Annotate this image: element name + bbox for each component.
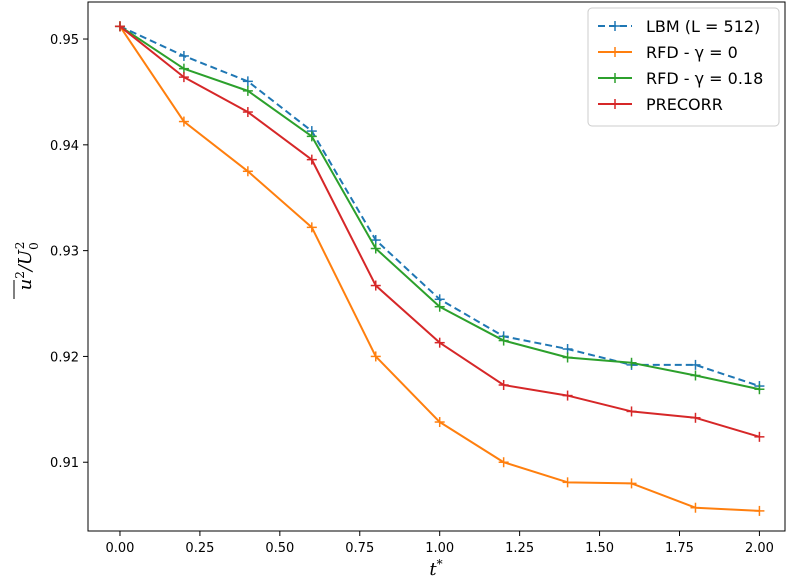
svg-text:u2/U02: u2/U02 xyxy=(13,242,41,291)
data-point xyxy=(178,50,189,61)
data-point xyxy=(754,431,765,442)
legend-label: LBM (L = 512) xyxy=(646,17,760,36)
data-point xyxy=(562,344,573,355)
data-point xyxy=(242,166,253,177)
data-point xyxy=(242,107,253,118)
data-point xyxy=(434,417,445,428)
series-layer xyxy=(114,21,765,516)
y-tick-label: 0.95 xyxy=(50,33,79,48)
legend: LBM (L = 512) RFD - γ = 0 RFD - γ = 0.18 PR… xyxy=(587,7,780,127)
data-point xyxy=(370,351,381,362)
legend-label: RFD - γ = 0.18 xyxy=(646,69,763,88)
data-point xyxy=(178,72,189,83)
y-tick-label: 0.93 xyxy=(50,245,79,260)
y-tick-label: 0.92 xyxy=(50,350,79,365)
data-point xyxy=(626,406,637,417)
data-point xyxy=(306,222,317,233)
legend-label: RFD - γ = 0 xyxy=(646,43,738,62)
data-point xyxy=(626,357,637,368)
legend-label: PRECORR xyxy=(646,95,723,114)
series-rfd-0-18 xyxy=(114,21,765,395)
legend-entry: LBM (L = 512) xyxy=(598,17,760,36)
data-point xyxy=(306,154,317,165)
x-tick-label: 0.25 xyxy=(185,541,214,556)
x-tick-label: 2.00 xyxy=(745,541,774,556)
x-tick-label: 0.75 xyxy=(345,541,374,556)
data-point xyxy=(498,335,509,346)
data-point xyxy=(498,379,509,390)
data-point xyxy=(690,502,701,513)
data-point xyxy=(754,384,765,395)
data-point xyxy=(242,76,253,87)
data-point xyxy=(242,85,253,96)
data-point xyxy=(178,63,189,74)
legend-entry: PRECORR xyxy=(598,95,723,114)
y-axis-ticks: 0.91 0.92 0.93 0.94 0.95 xyxy=(50,33,88,471)
x-tick-label: 0.00 xyxy=(105,541,134,556)
legend-entry: RFD - γ = 0.18 xyxy=(598,69,763,88)
x-axis-label: t* xyxy=(429,557,442,580)
data-point xyxy=(370,280,381,291)
x-tick-label: 1.25 xyxy=(505,541,534,556)
plot-frame xyxy=(87,1,786,532)
data-point xyxy=(370,235,381,246)
x-tick-label: 1.00 xyxy=(425,541,454,556)
series-precorr xyxy=(114,21,765,442)
legend-entry: RFD - γ = 0 xyxy=(598,43,738,62)
data-point xyxy=(690,412,701,423)
data-point xyxy=(562,390,573,401)
x-axis-ticks: 0.00 0.25 0.50 0.75 1.00 1.25 1.50 1.75 2.00 xyxy=(105,531,774,556)
data-point xyxy=(690,359,701,370)
y-tick-label: 0.91 xyxy=(50,456,79,471)
data-point xyxy=(498,457,509,468)
data-point xyxy=(370,243,381,254)
x-tick-label: 0.50 xyxy=(265,541,294,556)
data-point xyxy=(562,477,573,488)
data-point xyxy=(626,478,637,489)
x-tick-label: 1.50 xyxy=(585,541,614,556)
data-point xyxy=(434,337,445,348)
data-point xyxy=(306,131,317,142)
data-point xyxy=(562,352,573,363)
data-point xyxy=(690,370,701,381)
data-point xyxy=(754,505,765,516)
data-point xyxy=(114,21,125,32)
y-axis-label: u2/U02 xyxy=(13,242,41,299)
x-tick-label: 1.75 xyxy=(665,541,694,556)
data-point xyxy=(178,116,189,127)
y-tick-label: 0.94 xyxy=(50,139,79,154)
data-point xyxy=(434,301,445,312)
legend-box xyxy=(587,7,780,127)
